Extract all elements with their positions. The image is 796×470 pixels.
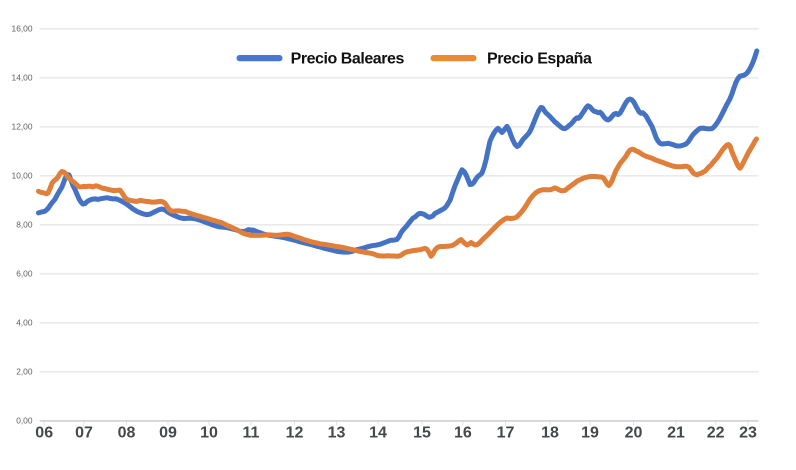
svg-text:2,00: 2,00: [16, 367, 33, 377]
svg-text:12,00: 12,00: [12, 122, 33, 132]
svg-text:Precio España: Precio España: [487, 50, 592, 67]
svg-text:13: 13: [328, 425, 346, 442]
svg-text:07: 07: [75, 425, 93, 442]
svg-text:0,00: 0,00: [16, 416, 33, 426]
svg-text:Precio Baleares: Precio Baleares: [291, 50, 405, 67]
svg-text:16,00: 16,00: [12, 24, 33, 34]
svg-text:8,00: 8,00: [16, 220, 33, 230]
svg-text:08: 08: [118, 425, 136, 442]
svg-text:23: 23: [739, 425, 757, 442]
svg-text:14: 14: [369, 425, 387, 442]
svg-text:14,00: 14,00: [12, 73, 33, 83]
svg-text:19: 19: [581, 425, 599, 442]
svg-text:6,00: 6,00: [16, 269, 33, 279]
svg-text:10: 10: [200, 425, 218, 442]
svg-text:06: 06: [35, 425, 53, 442]
svg-text:12: 12: [286, 425, 304, 442]
svg-text:22: 22: [707, 425, 725, 442]
svg-text:21: 21: [667, 425, 685, 442]
svg-text:17: 17: [497, 425, 515, 442]
svg-text:4,00: 4,00: [16, 318, 33, 328]
svg-text:11: 11: [243, 425, 260, 442]
svg-text:09: 09: [159, 425, 177, 442]
svg-text:16: 16: [454, 425, 472, 442]
svg-text:10,00: 10,00: [12, 171, 33, 181]
svg-text:20: 20: [625, 425, 643, 442]
svg-text:18: 18: [541, 425, 559, 442]
svg-text:15: 15: [413, 425, 431, 442]
